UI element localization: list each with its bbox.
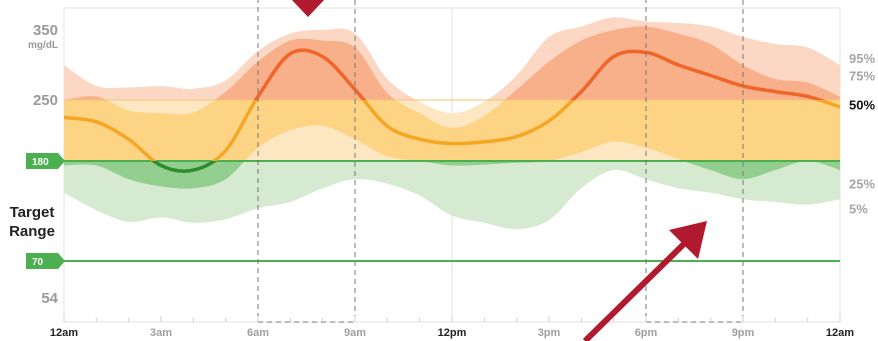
highlight-period-2: [645, 0, 744, 323]
band-p5-p25-in-range: [244, 125, 808, 161]
median-line-below: [151, 161, 218, 173]
highlight-period-1: [257, 0, 356, 323]
percentile-label: 50%: [849, 97, 875, 112]
y-unit-label: mg/dL: [28, 40, 58, 51]
median-line-above: [253, 48, 826, 100]
percentile-label: 95%: [849, 51, 875, 66]
y-tick-250: 250: [33, 92, 58, 109]
target-high-value: 180: [32, 157, 49, 168]
target-range-label-line1: Target: [10, 204, 55, 221]
percentile-label: 25%: [849, 177, 875, 192]
x-tick-label: 6pm: [635, 327, 658, 339]
band-p25-p75-below: [64, 161, 840, 189]
target-low-tag: 70: [26, 253, 65, 269]
y-tick-350: 350: [33, 22, 58, 39]
band-p75-p95-above: [64, 17, 840, 100]
percentile-label: 75%: [849, 69, 875, 84]
marker-arrow-down: [292, 0, 324, 17]
median-line-in-range: [64, 100, 840, 161]
x-tick-label: 9pm: [732, 327, 755, 339]
x-axis: 12am 3am 6am 9am 12pm 3pm 6pm 9pm 12am: [50, 316, 854, 339]
y-tick-54: 54: [41, 290, 58, 307]
highlighted-periods: [257, 0, 744, 323]
x-tick-label: 12am: [50, 327, 78, 339]
target-range-label-line2: Range: [9, 223, 55, 240]
target-low-value: 70: [32, 257, 44, 268]
x-tick-label: 6am: [247, 327, 269, 339]
x-tick-label: 3pm: [538, 327, 561, 339]
x-tick-label: 3am: [150, 327, 172, 339]
target-high-tag: 180: [26, 153, 65, 169]
percentile-labels: 95% 75% 50% 25% 5%: [849, 51, 875, 216]
x-tick-label: 12am: [826, 327, 854, 339]
percentile-label: 5%: [849, 201, 868, 216]
band-p75-p95-in-range: [64, 100, 505, 128]
marker-arrow-up: [582, 221, 707, 341]
x-tick-label: 9am: [344, 327, 366, 339]
x-tick-label: 12pm: [438, 327, 467, 339]
